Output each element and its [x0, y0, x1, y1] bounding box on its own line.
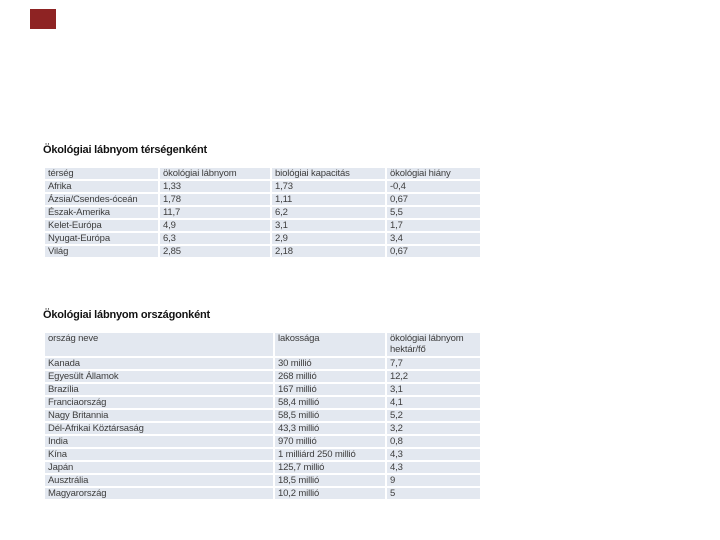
- table-cell: Ázsia/Csendes-óceán: [45, 194, 158, 205]
- table-cell: 1,33: [160, 181, 270, 192]
- table-cell: Világ: [45, 246, 158, 257]
- table-cell: 7,7: [387, 358, 480, 369]
- table-cell: Észak-Amerika: [45, 207, 158, 218]
- table-cell: Egyesült Államok: [45, 371, 273, 382]
- table-cell: 4,3: [387, 449, 480, 460]
- table-cell: 1 milliárd 250 millió: [275, 449, 385, 460]
- table-regions: térség ökológiai lábnyom biológiai kapacit…: [45, 168, 480, 257]
- table-cell: 5,5: [387, 207, 480, 218]
- table-cell: 4,3: [387, 462, 480, 473]
- header-cell: biológiai kapacitás: [272, 168, 385, 179]
- table-cell: 1,78: [160, 194, 270, 205]
- table-cell: Kanada: [45, 358, 273, 369]
- table-cell: 2,18: [272, 246, 385, 257]
- header-cell: ökológiai hiány: [387, 168, 480, 179]
- header-cell: ökológiai lábnyom: [160, 168, 270, 179]
- table-cell: 58,5 millió: [275, 410, 385, 421]
- table-cell: 0,67: [387, 246, 480, 257]
- table-cell: 167 millió: [275, 384, 385, 395]
- table-cell: 2,9: [272, 233, 385, 244]
- table-cell: 4,9: [160, 220, 270, 231]
- table-cell: 3,1: [387, 384, 480, 395]
- section-title-countries: Ökológiai lábnyom országonként: [43, 309, 210, 321]
- table-cell: 1,7: [387, 220, 480, 231]
- table-cell: Kína: [45, 449, 273, 460]
- table-cell: 970 millió: [275, 436, 385, 447]
- table-cell: India: [45, 436, 273, 447]
- table-cell: 30 millió: [275, 358, 385, 369]
- table-cell: 0,8: [387, 436, 480, 447]
- table-cell: 1,73: [272, 181, 385, 192]
- table-cell: 2,85: [160, 246, 270, 257]
- table-cell: 0,67: [387, 194, 480, 205]
- table-cell: 1,11: [272, 194, 385, 205]
- red-rectangle-marker: [30, 9, 56, 29]
- table-cell: 6,3: [160, 233, 270, 244]
- table-cell: 3,2: [387, 423, 480, 434]
- table-cell: Dél-Afrikai Köztársaság: [45, 423, 273, 434]
- table-cell: 11,7: [160, 207, 270, 218]
- table-cell: Kelet-Európa: [45, 220, 158, 231]
- header-cell: ország neve: [45, 333, 273, 356]
- table-cell: Ausztrália: [45, 475, 273, 486]
- header-cell: lakossága: [275, 333, 385, 356]
- header-cell: térség: [45, 168, 158, 179]
- table-cell: Franciaország: [45, 397, 273, 408]
- header-cell: ökológiai lábnyom hektár/fő: [387, 333, 480, 356]
- table-cell: 4,1: [387, 397, 480, 408]
- table-cell: 9: [387, 475, 480, 486]
- table-cell: Brazília: [45, 384, 273, 395]
- section-title-regions: Ökológiai lábnyom térségenként: [43, 144, 207, 156]
- table-cell: 268 millió: [275, 371, 385, 382]
- table-cell: 5: [387, 488, 480, 499]
- table-cell: Nyugat-Európa: [45, 233, 158, 244]
- table-cell: -0,4: [387, 181, 480, 192]
- table-cell: 125,7 millió: [275, 462, 385, 473]
- table-cell: 58,4 millió: [275, 397, 385, 408]
- table-cell: 6,2: [272, 207, 385, 218]
- table-cell: Magyarország: [45, 488, 273, 499]
- table-cell: 5,2: [387, 410, 480, 421]
- table-cell: 43,3 millió: [275, 423, 385, 434]
- table-cell: 12,2: [387, 371, 480, 382]
- table-cell: Japán: [45, 462, 273, 473]
- table-cell: 18,5 millió: [275, 475, 385, 486]
- table-countries: ország neve lakossága ökológiai lábnyom he…: [45, 333, 480, 499]
- table-cell: 3,4: [387, 233, 480, 244]
- table-cell: 10,2 millió: [275, 488, 385, 499]
- table-cell: Afrika: [45, 181, 158, 192]
- table-cell: Nagy Britannia: [45, 410, 273, 421]
- table-cell: 3,1: [272, 220, 385, 231]
